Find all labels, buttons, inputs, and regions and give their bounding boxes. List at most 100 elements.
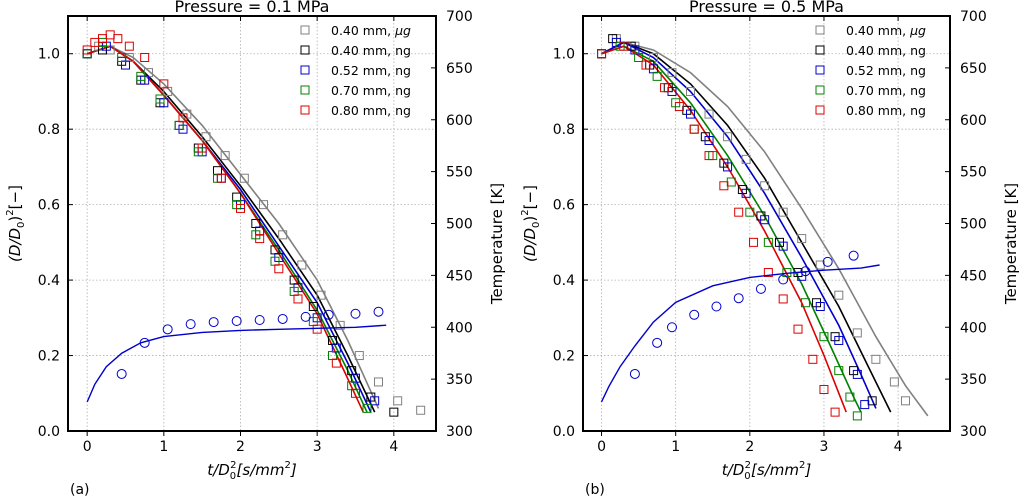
- data-point-blue: [686, 109, 696, 119]
- legend-marker-green: [815, 85, 825, 95]
- data-point-red: [82, 45, 92, 55]
- y-tick-label: 0.8: [553, 122, 575, 138]
- grid: [68, 16, 436, 431]
- y-tick-label: 0.0: [38, 424, 60, 440]
- y-tick-label: 1.0: [38, 47, 60, 63]
- panel-a: 0 1 2 3 4 0.0 0.2 0.4 0.6 0.8 1.0 300 350 400 450 500 55…: [5, 0, 506, 498]
- data-point-red: [331, 358, 341, 368]
- x-tick-label: 2: [745, 439, 754, 455]
- y-axis: 0.0 0.2 0.4 0.6 0.8 1.0: [553, 47, 588, 440]
- legend: 0.40 mm, μg 0.40 mm, ng 0.52 mm, ng 0.70 mm…: [300, 23, 411, 118]
- y2-tick-label: 550: [446, 165, 473, 181]
- legend-marker-gray: [815, 25, 825, 35]
- data-point-blue: [778, 241, 788, 251]
- y2-tick-label: 450: [960, 268, 987, 284]
- data-point-red: [159, 79, 169, 89]
- data-point-green: [845, 392, 855, 402]
- y-tick-label: 0.6: [553, 198, 575, 214]
- temperature-point: [231, 316, 242, 327]
- x-axis: 0 1 2 3 4: [597, 16, 903, 455]
- y-tick-label: 0.8: [38, 122, 60, 138]
- legend-label: 0.40 mm, μg: [846, 23, 926, 38]
- chart-title: Pressure = 0.1 MPa: [175, 0, 330, 16]
- data-point-blue: [815, 302, 825, 311]
- y2-tick-label: 650: [960, 61, 987, 77]
- legend-label: 0.80 mm, ng: [331, 103, 411, 118]
- data-point-gray: [220, 151, 230, 161]
- data-point-green: [689, 124, 699, 134]
- data-point-red: [674, 102, 684, 112]
- data-point-red: [778, 294, 788, 304]
- grid: [583, 16, 950, 431]
- y-axis-label: (D/D0)2[−]: [5, 185, 27, 262]
- legend-marker-black: [300, 45, 310, 55]
- data-point-red: [704, 151, 714, 161]
- legend-label: 0.52 mm, ng: [846, 63, 926, 78]
- data-point-gray: [416, 405, 426, 415]
- legend-label: 0.40 mm, ng: [331, 43, 411, 58]
- data-point-red: [140, 53, 150, 62]
- y2-tick-label: 400: [446, 320, 473, 336]
- temperature-point: [666, 322, 677, 333]
- data-point-blue: [852, 369, 862, 379]
- y2-tick-label: 650: [446, 61, 473, 77]
- data-point-green: [634, 53, 644, 62]
- y2-tick-label: 350: [446, 372, 473, 388]
- data-point-red: [216, 173, 226, 183]
- series-line-gray: [601, 41, 929, 417]
- data-point-gray: [760, 181, 770, 191]
- y-tick-label: 0.0: [553, 424, 575, 440]
- data-point-gray: [741, 154, 751, 164]
- data-point-gray: [239, 173, 249, 183]
- temperature-point: [755, 283, 766, 294]
- y-tick-label: 0.2: [553, 349, 575, 365]
- data-point-blue: [860, 400, 870, 410]
- data-point-green: [745, 207, 755, 217]
- data-point-gray: [316, 290, 326, 300]
- data-point-green: [834, 366, 844, 376]
- temperature-point: [350, 308, 361, 319]
- data-point-green: [652, 71, 662, 81]
- y2-tick-label: 300: [960, 424, 987, 440]
- data-point-red: [619, 41, 629, 51]
- legend-marker-black: [815, 45, 825, 55]
- data-point-gray: [901, 396, 911, 406]
- y-tick-label: 1.0: [553, 47, 575, 63]
- data-point-red: [763, 268, 773, 278]
- plot-area: [82, 30, 426, 417]
- temperature-point: [800, 266, 811, 277]
- data-point-green: [117, 53, 127, 62]
- temperature-point: [373, 306, 384, 317]
- y-tick-label: 0.2: [38, 349, 60, 365]
- legend-label: 0.70 mm, ng: [331, 83, 411, 98]
- temperature-point: [185, 319, 196, 330]
- x-tick-label: 4: [389, 439, 398, 455]
- series-line-green: [601, 45, 862, 413]
- y2-axis-label: Temperature [K]: [1002, 183, 1020, 305]
- series-line-green: [86, 45, 368, 413]
- legend-label: 0.52 mm, ng: [331, 63, 411, 78]
- data-point-green: [362, 403, 372, 413]
- series-line-red: [86, 45, 364, 413]
- series-line-red: [601, 45, 847, 413]
- data-point-red: [255, 234, 265, 244]
- data-point-red: [178, 113, 188, 123]
- y2-tick-label: 400: [960, 320, 987, 336]
- x-tick-label: 0: [597, 439, 606, 455]
- x-tick-label: 2: [236, 439, 245, 455]
- x-tick-label: 3: [313, 439, 322, 455]
- data-point-green: [136, 71, 146, 81]
- data-point-red: [819, 385, 829, 394]
- data-point-gray: [393, 396, 403, 406]
- data-point-gray: [667, 68, 677, 78]
- x-tick-label: 3: [819, 439, 828, 455]
- data-point-red: [312, 324, 322, 334]
- data-point-red: [689, 124, 699, 134]
- x-axis-label: t/D02[s/mm2]: [207, 460, 297, 482]
- data-point-gray: [778, 207, 788, 217]
- temperature-point: [300, 311, 311, 322]
- temperature-point: [848, 250, 859, 261]
- y2-tick-label: 500: [960, 217, 987, 233]
- legend-marker-blue: [815, 65, 825, 75]
- y2-axis-label: Temperature [K]: [488, 183, 506, 305]
